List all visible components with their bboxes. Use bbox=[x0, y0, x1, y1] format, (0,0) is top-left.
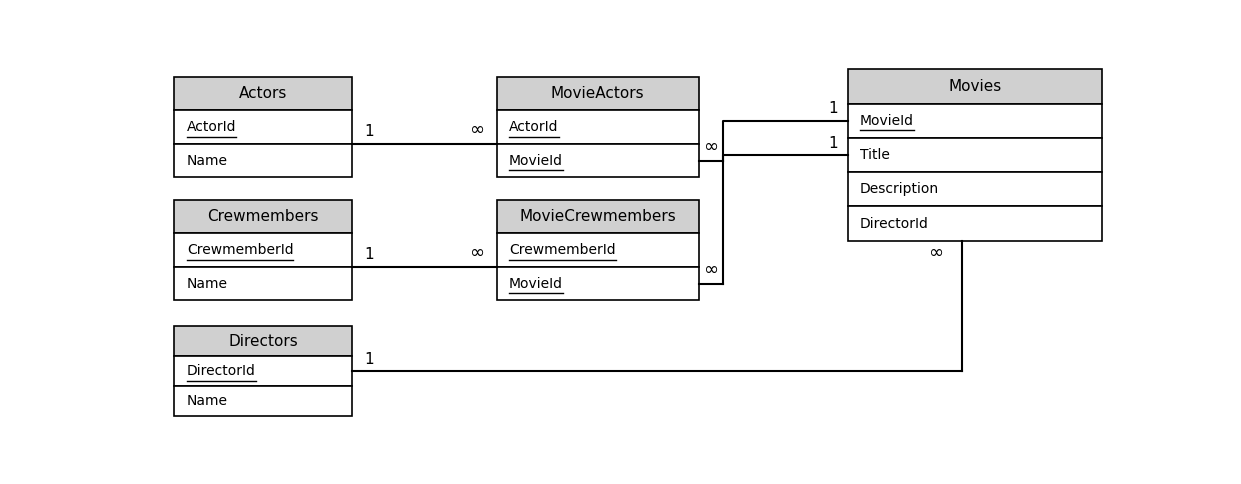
Text: CrewmemberId: CrewmemberId bbox=[509, 243, 616, 257]
Bar bbox=[496, 233, 699, 267]
Text: MovieId: MovieId bbox=[509, 276, 563, 290]
Bar bbox=[496, 144, 699, 177]
Text: 1: 1 bbox=[365, 247, 375, 262]
Text: ∞: ∞ bbox=[704, 138, 719, 156]
Bar bbox=[848, 172, 1102, 206]
Bar bbox=[496, 267, 699, 300]
Bar bbox=[174, 110, 352, 144]
Text: Directors: Directors bbox=[228, 334, 298, 349]
Text: ∞: ∞ bbox=[469, 244, 484, 262]
Bar bbox=[848, 206, 1102, 241]
Bar bbox=[174, 326, 352, 356]
Text: Movies: Movies bbox=[948, 79, 1001, 94]
Bar bbox=[174, 386, 352, 416]
Bar bbox=[848, 69, 1102, 104]
Bar bbox=[174, 267, 352, 300]
Text: ActorId: ActorId bbox=[509, 120, 558, 134]
Text: Title: Title bbox=[860, 148, 890, 162]
Text: Actors: Actors bbox=[240, 86, 288, 101]
Text: Crewmembers: Crewmembers bbox=[207, 209, 319, 224]
Bar bbox=[174, 76, 352, 110]
Bar bbox=[496, 76, 699, 110]
Text: ActorId: ActorId bbox=[187, 120, 236, 134]
Bar bbox=[496, 200, 699, 233]
Text: 1: 1 bbox=[828, 136, 838, 151]
Text: 1: 1 bbox=[828, 101, 838, 116]
Text: 1: 1 bbox=[365, 352, 375, 367]
Text: Name: Name bbox=[187, 153, 228, 167]
Bar bbox=[848, 138, 1102, 172]
Bar bbox=[174, 233, 352, 267]
Bar bbox=[174, 144, 352, 177]
Text: Name: Name bbox=[187, 276, 228, 290]
Bar bbox=[496, 110, 699, 144]
Text: MovieId: MovieId bbox=[509, 153, 563, 167]
Text: Description: Description bbox=[860, 182, 939, 197]
Bar bbox=[174, 200, 352, 233]
Text: MovieId: MovieId bbox=[860, 114, 915, 128]
Text: ∞: ∞ bbox=[704, 261, 719, 279]
Text: DirectorId: DirectorId bbox=[860, 216, 930, 230]
Text: Name: Name bbox=[187, 394, 228, 408]
Text: MovieActors: MovieActors bbox=[551, 86, 644, 101]
Bar bbox=[174, 356, 352, 386]
Text: ∞: ∞ bbox=[928, 244, 943, 262]
Text: MovieCrewmembers: MovieCrewmembers bbox=[519, 209, 676, 224]
Text: CrewmemberId: CrewmemberId bbox=[187, 243, 293, 257]
Text: ∞: ∞ bbox=[469, 121, 484, 139]
Bar bbox=[848, 104, 1102, 138]
Text: 1: 1 bbox=[365, 124, 375, 139]
Text: DirectorId: DirectorId bbox=[187, 364, 256, 378]
